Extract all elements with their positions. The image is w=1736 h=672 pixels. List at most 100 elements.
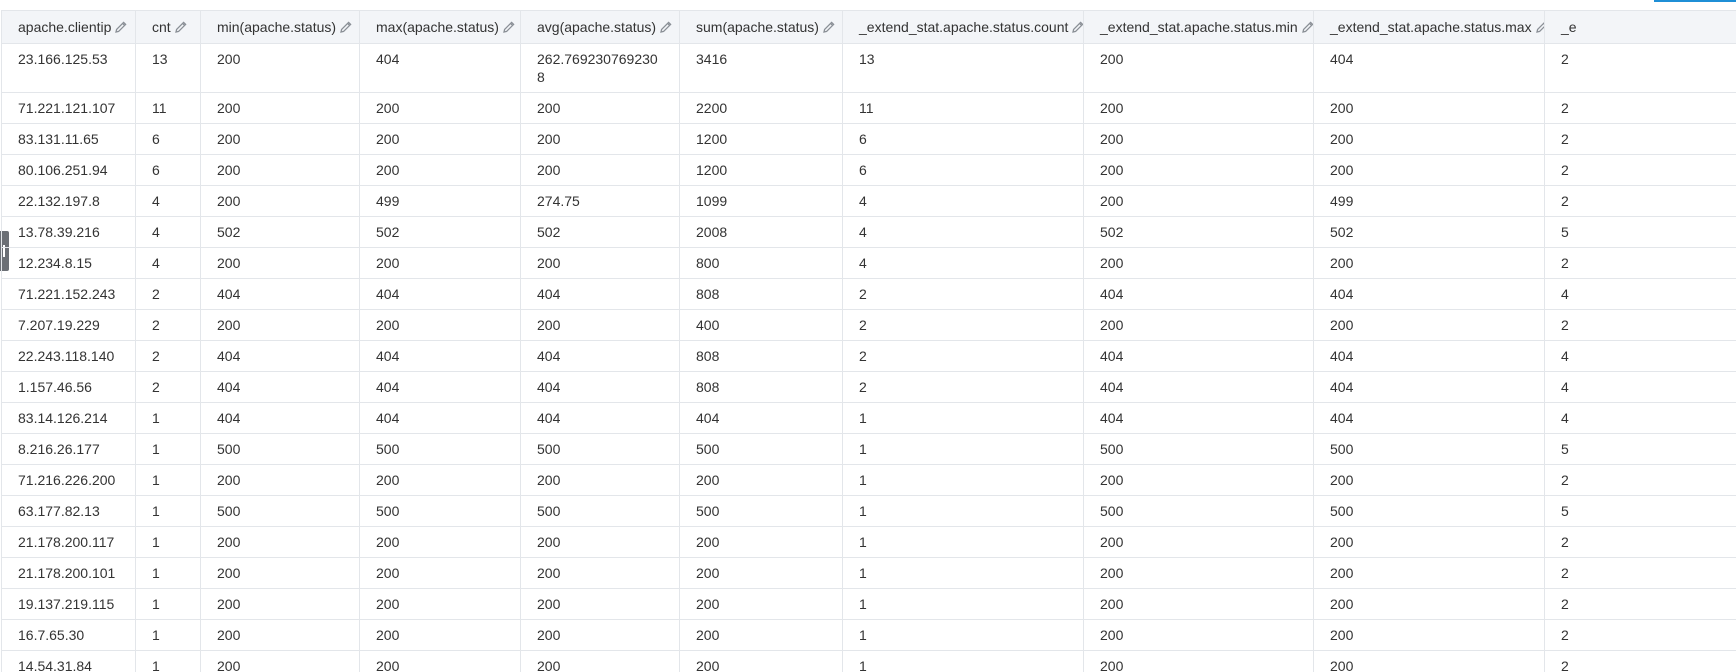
table-cell: 200 <box>200 619 360 651</box>
table-cell: 200 <box>200 309 360 341</box>
table-cell: 2 <box>135 340 201 372</box>
table-cell: 63.177.82.13 <box>1 495 136 527</box>
table-row[interactable]: 12.234.8.15 4 200 200 200 800 4 200 200 2 <box>1 247 1736 279</box>
column-header[interactable]: avg(apache.status) <box>520 10 680 44</box>
pencil-icon[interactable] <box>339 20 353 34</box>
table-cell: 808 <box>679 278 843 310</box>
table-cell: 200 <box>359 309 521 341</box>
table-row[interactable]: 16.7.65.30 1 200 200 200 200 1 200 200 2 <box>1 619 1736 651</box>
table-row[interactable]: 83.14.126.214 1 404 404 404 404 1 404 404 4 <box>1 402 1736 434</box>
table-cell: 404 <box>359 278 521 310</box>
table-cell: 404 <box>200 371 360 403</box>
pencil-icon[interactable] <box>1535 20 1545 34</box>
table-cell: 200 <box>200 185 360 217</box>
table-cell: 19.137.219.115 <box>1 588 136 620</box>
table-cell: 1 <box>842 433 1084 465</box>
results-table: apache.clientip cnt min(apache.status) max(… <box>1 10 1736 672</box>
table-row[interactable]: 13.78.39.216 4 502 502 502 2008 4 502 502 5 <box>1 216 1736 248</box>
table-cell: 500 <box>359 433 521 465</box>
table-cell: 11 <box>842 92 1084 124</box>
column-header[interactable]: cnt <box>135 10 201 44</box>
table-cell: 200 <box>679 650 843 672</box>
table-cell: 200 <box>1083 247 1314 279</box>
table-row[interactable]: 7.207.19.229 2 200 200 200 400 2 200 200 2 <box>1 309 1736 341</box>
column-header-label: avg(apache.status) <box>537 19 657 35</box>
table-row[interactable]: 22.243.118.140 2 404 404 404 808 2 404 404 4 <box>1 340 1736 372</box>
table-row[interactable]: 19.137.219.115 1 200 200 200 200 1 200 200 2 <box>1 588 1736 620</box>
column-header[interactable]: apache.clientip <box>1 10 136 44</box>
table-row[interactable]: 21.178.200.117 1 200 200 200 200 1 200 200 2 <box>1 526 1736 558</box>
table-cell: 12.234.8.15 <box>1 247 136 279</box>
table-body: 23.166.125.53 13 200 404 262.769230769230​8 3… <box>1 43 1736 672</box>
table-cell: 21.178.200.117 <box>1 526 136 558</box>
table-cell: 200 <box>520 557 680 589</box>
results-table-container[interactable]: apache.clientip cnt min(apache.status) max(… <box>1 10 1736 672</box>
table-cell: 200 <box>679 619 843 651</box>
table-cell: 200 <box>1083 123 1314 155</box>
table-cell: 200 <box>520 92 680 124</box>
table-cell: 2 <box>1544 526 1736 558</box>
table-cell: 200 <box>1313 92 1545 124</box>
table-cell: 500 <box>1313 433 1545 465</box>
table-cell: 2 <box>1544 650 1736 672</box>
table-cell: 4 <box>135 216 201 248</box>
pencil-icon[interactable] <box>174 20 188 34</box>
table-cell: 2 <box>842 340 1084 372</box>
table-row[interactable]: 83.131.11.65 6 200 200 200 1200 6 200 200 2 <box>1 123 1736 155</box>
table-cell: 4 <box>1544 402 1736 434</box>
column-header[interactable]: min(apache.status) <box>200 10 360 44</box>
table-cell: 200 <box>359 588 521 620</box>
table-cell: 11 <box>135 92 201 124</box>
pencil-icon[interactable] <box>1301 20 1314 34</box>
table-cell: 502 <box>520 216 680 248</box>
table-cell: 2 <box>842 278 1084 310</box>
table-cell: 404 <box>1313 371 1545 403</box>
table-cell: 2 <box>842 309 1084 341</box>
column-header[interactable]: _e <box>1544 10 1736 44</box>
pencil-icon[interactable] <box>659 20 673 34</box>
table-cell: 80.106.251.94 <box>1 154 136 186</box>
table-cell: 1 <box>135 650 201 672</box>
table-cell: 4 <box>842 185 1084 217</box>
table-cell: 500 <box>200 433 360 465</box>
column-header[interactable]: _extend_stat.apache.status.count <box>842 10 1084 44</box>
table-row[interactable]: 71.221.121.107 11 200 200 200 2200 11 200 200 2 <box>1 92 1736 124</box>
column-header[interactable]: max(apache.status) <box>359 10 521 44</box>
pencil-icon[interactable] <box>1071 20 1083 34</box>
column-header[interactable]: sum(apache.status) <box>679 10 843 44</box>
table-cell: 1200 <box>679 154 843 186</box>
pencil-icon[interactable] <box>114 20 128 34</box>
table-row[interactable]: 71.216.226.200 1 200 200 200 200 1 200 200 2 <box>1 464 1736 496</box>
table-cell: 404 <box>1083 340 1314 372</box>
table-cell: 200 <box>1083 43 1314 93</box>
table-row[interactable]: 1.157.46.56 2 404 404 404 808 2 404 404 4 <box>1 371 1736 403</box>
table-row[interactable]: 63.177.82.13 1 500 500 500 500 1 500 500 5 <box>1 495 1736 527</box>
table-cell: 400 <box>679 309 843 341</box>
table-header-row: apache.clientip cnt min(apache.status) max(… <box>1 10 1736 44</box>
table-cell: 502 <box>200 216 360 248</box>
table-cell: 200 <box>200 247 360 279</box>
table-cell: 2 <box>1544 92 1736 124</box>
table-cell: 2 <box>1544 43 1736 93</box>
table-row[interactable]: 80.106.251.94 6 200 200 200 1200 6 200 200 2 <box>1 154 1736 186</box>
pencil-icon[interactable] <box>822 20 836 34</box>
table-cell: 71.221.121.107 <box>1 92 136 124</box>
table-cell: 200 <box>1313 588 1545 620</box>
table-row[interactable]: 71.221.152.243 2 404 404 404 808 2 404 404 4 <box>1 278 1736 310</box>
table-row[interactable]: 23.166.125.53 13 200 404 262.769230769230​8 3… <box>1 43 1736 93</box>
table-row[interactable]: 14.54.31.84 1 200 200 200 200 1 200 200 2 <box>1 650 1736 672</box>
table-cell: 500 <box>679 495 843 527</box>
table-cell: 200 <box>1083 185 1314 217</box>
table-cell: 2 <box>1544 154 1736 186</box>
table-cell: 200 <box>359 247 521 279</box>
table-cell: 1 <box>842 619 1084 651</box>
table-cell: 5 <box>1544 495 1736 527</box>
table-cell: 2 <box>135 309 201 341</box>
table-row[interactable]: 21.178.200.101 1 200 200 200 200 1 200 200 2 <box>1 557 1736 589</box>
table-row[interactable]: 22.132.197.8 4 200 499 274.75 1099 4 200 499 2 <box>1 185 1736 217</box>
table-row[interactable]: 8.216.26.177 1 500 500 500 500 1 500 500 5 <box>1 433 1736 465</box>
column-header[interactable]: _extend_stat.apache.status.min <box>1083 10 1314 44</box>
column-header[interactable]: _extend_stat.apache.status.max <box>1313 10 1545 44</box>
pencil-icon[interactable] <box>502 20 516 34</box>
table-cell: 1 <box>842 557 1084 589</box>
